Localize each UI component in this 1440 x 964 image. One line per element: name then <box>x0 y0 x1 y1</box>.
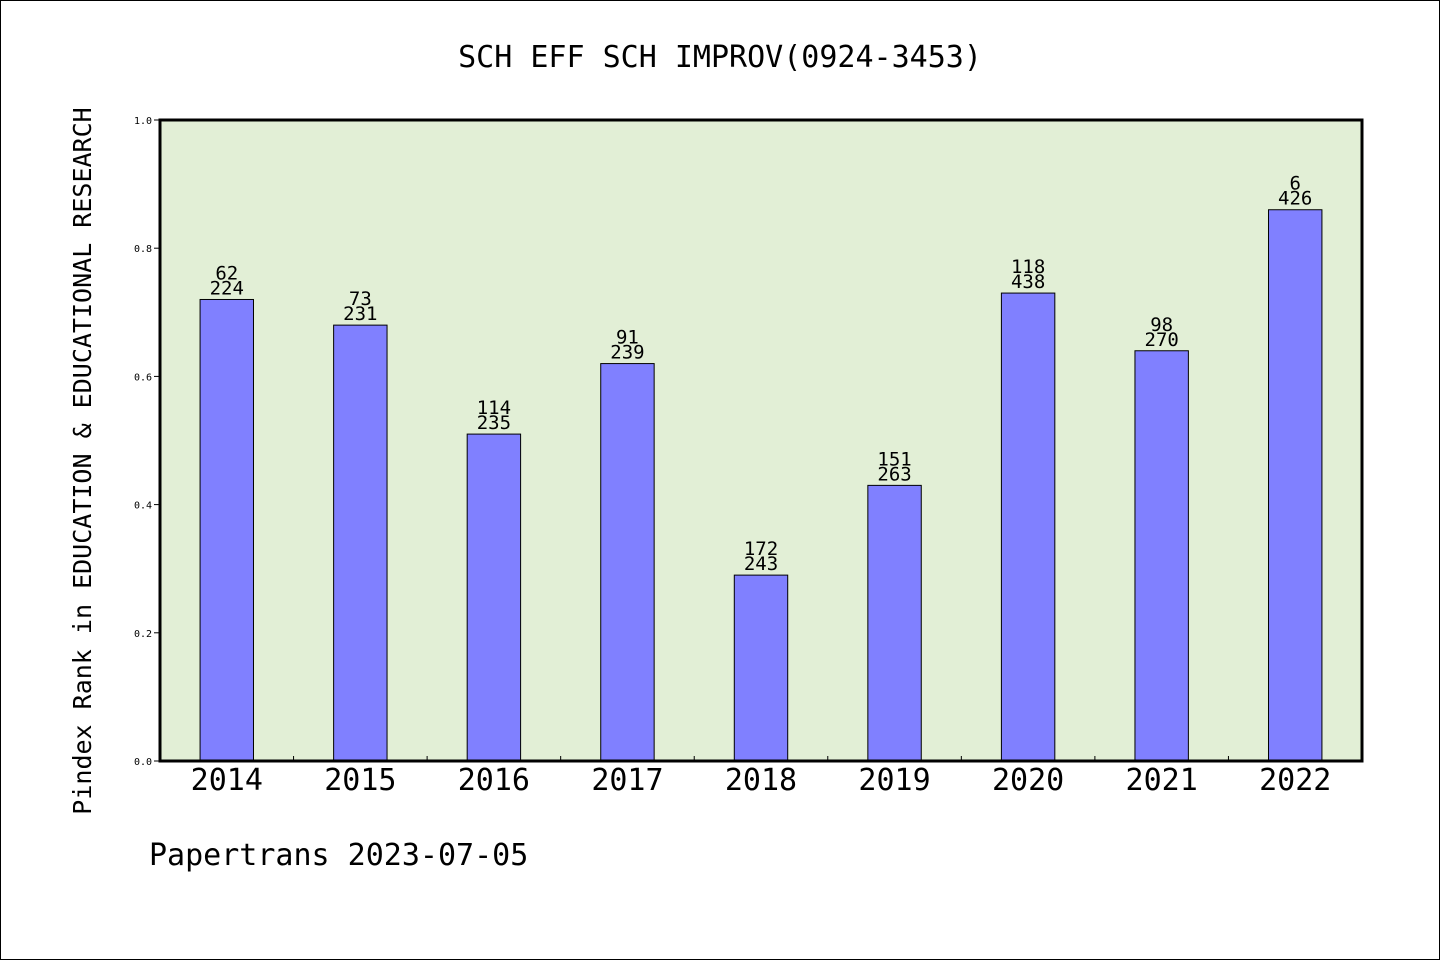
x-axis-ticks: 2014 2015 2016 2017 2018 2019 2020 2021 2022 <box>191 756 1331 798</box>
bar <box>1134 350 1189 762</box>
y-axis-ticks: 0.0 0.2 0.4 0.6 0.8 1.0 <box>134 116 160 768</box>
bar-rank-label: 73 <box>349 288 372 310</box>
plot-border <box>158 118 1364 763</box>
bar <box>333 324 388 762</box>
x-tick-label: 2019 <box>858 763 930 798</box>
x-tick-label: 2017 <box>591 763 663 798</box>
x-tick-label: 2016 <box>458 763 530 798</box>
chart-title: SCH EFF SCH IMPROV(0924-3453) <box>458 40 982 75</box>
bar <box>1268 209 1323 762</box>
bar-rank-label: 91 <box>616 327 639 349</box>
y-axis-label: Pindex Rank in EDUCATION & EDUCATIONAL R… <box>68 107 97 814</box>
y-tick-label: 0.8 <box>134 244 152 255</box>
bar-total-label: 224 <box>210 277 244 299</box>
bar <box>600 363 655 762</box>
bar-total-label: 263 <box>877 463 911 485</box>
bar-rank-label: 6 <box>1289 173 1300 195</box>
y-tick-label: 1.0 <box>134 116 152 127</box>
bar-total-label: 239 <box>610 342 644 364</box>
x-tick-label: 2015 <box>324 763 396 798</box>
bar-total-label: 270 <box>1145 329 1179 351</box>
bar-total-label: 426 <box>1278 188 1312 210</box>
bar <box>199 298 254 762</box>
bar <box>1000 292 1056 762</box>
y-tick-label: 0.6 <box>134 372 152 383</box>
bars <box>199 209 1323 762</box>
bar-rank-label: 118 <box>1011 256 1045 278</box>
bar <box>466 433 522 762</box>
footer-credit: Papertrans 2023-07-05 <box>149 838 528 873</box>
bar-rank-label: 98 <box>1150 314 1173 336</box>
bar-rank-label: 114 <box>477 397 511 419</box>
y-tick-label: 0.4 <box>134 501 152 512</box>
x-tick-label: 2020 <box>992 763 1064 798</box>
x-tick-label: 2014 <box>191 763 263 798</box>
y-tick-label: 0.2 <box>134 629 152 640</box>
bar-total-label: 235 <box>477 412 511 434</box>
bar-total-label: 231 <box>343 303 377 325</box>
x-tick-label: 2022 <box>1259 763 1331 798</box>
bar-rank-label: 172 <box>744 538 778 560</box>
bar-total-label: 243 <box>744 553 778 575</box>
bar-total-label: 438 <box>1011 271 1045 293</box>
bar-rank-label: 151 <box>877 448 911 470</box>
x-tick-label: 2021 <box>1126 763 1198 798</box>
y-tick-label: 0.0 <box>134 757 152 768</box>
bar-rank-label: 62 <box>215 262 238 284</box>
bar <box>867 484 922 762</box>
bar <box>733 574 789 762</box>
x-tick-label: 2018 <box>725 763 797 798</box>
